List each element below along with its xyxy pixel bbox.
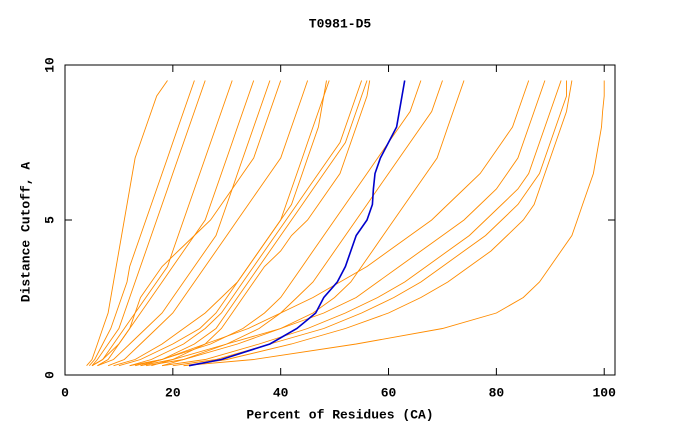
series-line (134, 80, 530, 367)
series-line (129, 80, 422, 367)
series-line (97, 80, 255, 367)
series-line (162, 80, 562, 367)
series-line (172, 80, 567, 367)
series-line (88, 80, 195, 366)
series-line (140, 80, 546, 367)
x-tick-label: 40 (273, 385, 289, 400)
series-line (188, 80, 406, 367)
series-line (91, 80, 206, 366)
y-tick-label: 10 (42, 57, 57, 73)
series-line (113, 80, 330, 367)
series-line (161, 80, 443, 367)
series-line (183, 80, 605, 367)
series-line (140, 80, 368, 367)
y-tick-label: 0 (42, 371, 57, 379)
chart-title: T0981-D5 (309, 16, 372, 31)
x-axis-label: Percent of Residues (CA) (246, 407, 433, 422)
series-line (183, 80, 573, 367)
series-line (151, 80, 371, 367)
series-line (91, 80, 282, 367)
x-tick-label: 80 (489, 385, 505, 400)
x-tick-label: 0 (61, 385, 69, 400)
series-line (86, 80, 168, 366)
x-tick-label: 60 (381, 385, 397, 400)
series-line (97, 80, 271, 367)
y-tick-label: 5 (42, 216, 57, 224)
x-tick-label: 20 (165, 385, 181, 400)
series-line (145, 80, 465, 367)
series-line (107, 80, 309, 367)
series-line (129, 80, 363, 367)
series-line (91, 80, 233, 367)
y-axis-label: Distance Cutoff, A (18, 162, 33, 303)
x-tick-label: 100 (593, 385, 617, 400)
